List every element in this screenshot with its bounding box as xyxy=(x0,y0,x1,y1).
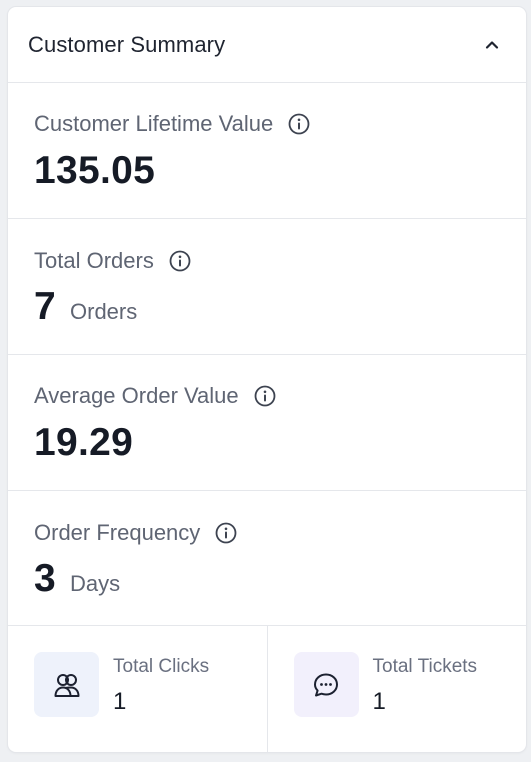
info-icon[interactable] xyxy=(214,521,238,545)
card-title: Customer Summary xyxy=(28,31,226,57)
metric-value: 7 xyxy=(34,285,56,328)
metric-total-orders: Total Orders 7 Orders xyxy=(8,219,526,355)
metric-unit: Days xyxy=(70,571,121,596)
metric-average-order-value: Average Order Value 19.29 xyxy=(8,355,526,491)
customer-summary-card: Customer Summary Customer Lifetime Value… xyxy=(8,7,526,752)
info-icon[interactable] xyxy=(253,384,277,408)
users-icon xyxy=(34,652,99,717)
metric-label: Order Frequency xyxy=(34,520,201,545)
tile-label: Total Tickets xyxy=(372,656,478,677)
chevron-up-icon xyxy=(485,40,499,49)
tile-label: Total Clicks xyxy=(113,656,210,677)
metric-value: 135.05 xyxy=(34,149,156,192)
info-icon[interactable] xyxy=(287,112,311,136)
summary-tiles: Total Clicks 1 Total Tickets 1 xyxy=(8,626,526,752)
info-icon[interactable] xyxy=(168,249,192,273)
tile-value: 1 xyxy=(113,688,127,715)
metric-customer-lifetime-value: Customer Lifetime Value 135.05 xyxy=(8,83,526,219)
metric-label: Customer Lifetime Value xyxy=(34,111,274,136)
metric-order-frequency: Order Frequency 3 Days xyxy=(8,491,526,626)
tile-total-clicks: Total Clicks 1 xyxy=(8,626,267,752)
chat-bubble-icon xyxy=(293,652,359,717)
tile-value: 1 xyxy=(372,688,386,715)
metric-unit: Orders xyxy=(70,299,138,324)
tile-total-tickets: Total Tickets 1 xyxy=(266,626,527,752)
metric-label: Average Order Value xyxy=(34,383,239,408)
collapse-button[interactable] xyxy=(478,31,506,59)
metric-value: 3 xyxy=(34,557,56,600)
card-header[interactable]: Customer Summary xyxy=(8,7,526,83)
metric-value: 19.29 xyxy=(34,421,134,464)
metric-label: Total Orders xyxy=(34,248,154,273)
